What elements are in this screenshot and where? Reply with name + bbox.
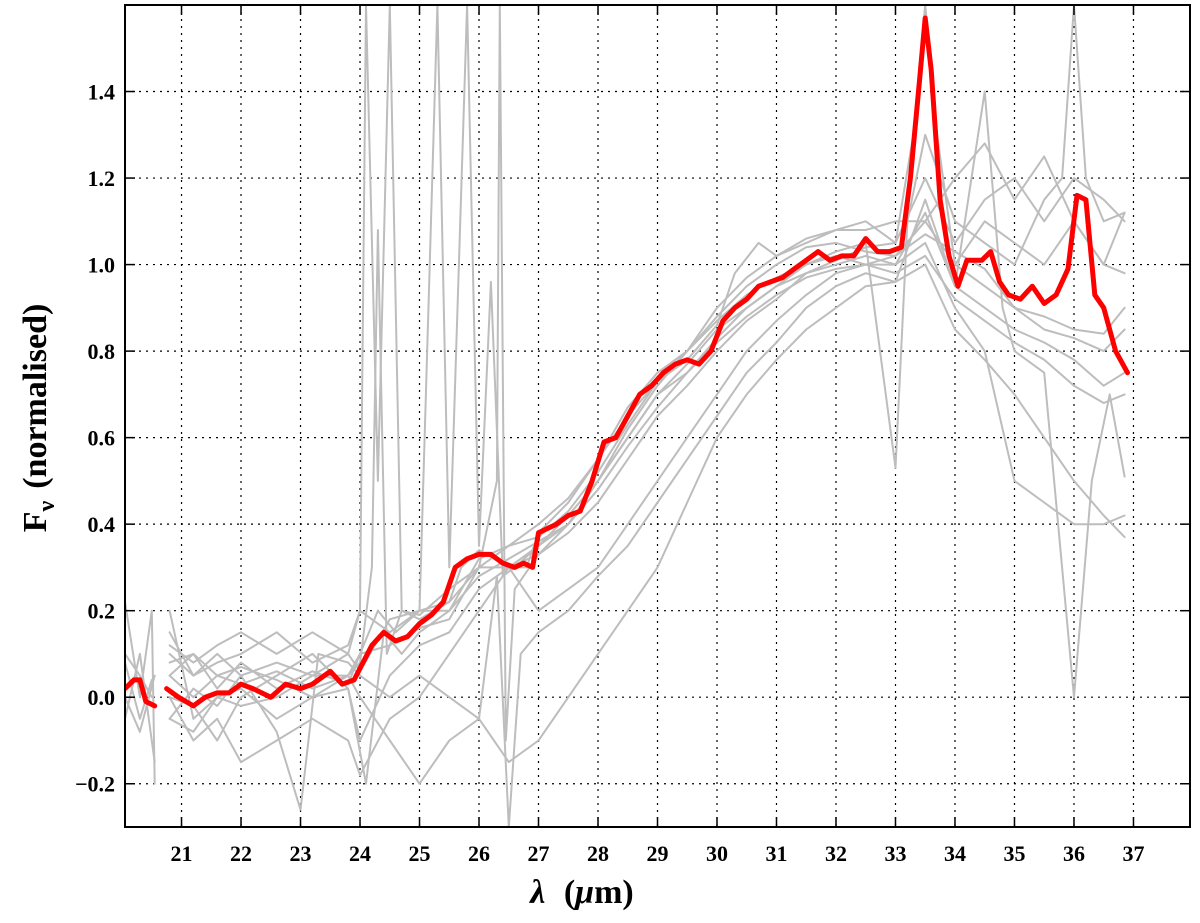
x-tick-label: 27 bbox=[528, 841, 550, 866]
y-tick-label: 1.4 bbox=[88, 80, 116, 105]
y-tick-label: 0.0 bbox=[88, 685, 116, 710]
x-tick-label: 34 bbox=[944, 841, 966, 866]
y-axis-symbol: F bbox=[17, 512, 54, 533]
x-tick-label: 37 bbox=[1122, 841, 1144, 866]
background-series-line bbox=[168, 263, 1126, 785]
x-tick-label: 35 bbox=[1003, 841, 1025, 866]
y-axis-title: Fν (normalised) bbox=[17, 304, 60, 533]
y-axis-subscript: ν bbox=[34, 501, 60, 513]
background-series-line bbox=[168, 5, 1126, 742]
y-axis-rest: (normalised) bbox=[17, 304, 54, 489]
background-series-line bbox=[125, 601, 156, 785]
highlight-series-line bbox=[125, 677, 158, 709]
background-series-line bbox=[168, 5, 1126, 677]
highlight-series-line bbox=[164, 15, 1130, 709]
x-tick-label: 36 bbox=[1063, 841, 1085, 866]
x-axis-unit-open: ( bbox=[564, 874, 575, 911]
series-group bbox=[125, 5, 1130, 827]
x-tick-label: 31 bbox=[765, 841, 787, 866]
y-tick-label: 0.6 bbox=[88, 426, 116, 451]
y-tick-label: 0.2 bbox=[88, 599, 116, 624]
background-series-line bbox=[168, 90, 1126, 827]
background-series-line bbox=[168, 233, 1126, 720]
x-axis-symbol: λ bbox=[528, 874, 545, 911]
x-axis-title: λ (μm) bbox=[528, 874, 634, 911]
background-series-line bbox=[168, 241, 1126, 777]
background-series-line bbox=[168, 5, 1126, 677]
background-series-line bbox=[168, 220, 1126, 699]
y-tick-label: 1.0 bbox=[88, 253, 116, 278]
x-tick-label: 24 bbox=[349, 841, 371, 866]
x-tick-label: 25 bbox=[409, 841, 431, 866]
x-tick-label: 30 bbox=[706, 841, 728, 866]
x-axis-unit-rest: m) bbox=[594, 874, 634, 911]
x-tick-label: 26 bbox=[468, 841, 490, 866]
x-tick-label: 33 bbox=[884, 841, 906, 866]
axis-ticks bbox=[125, 5, 1190, 827]
x-tick-label: 29 bbox=[647, 841, 669, 866]
x-tick-label: 21 bbox=[171, 841, 193, 866]
y-tick-label: −0.2 bbox=[75, 772, 115, 797]
y-tick-label: 0.8 bbox=[88, 339, 116, 364]
x-tick-label: 32 bbox=[825, 841, 847, 866]
x-tick-label: 23 bbox=[290, 841, 312, 866]
y-tick-label: 1.2 bbox=[88, 166, 116, 191]
x-axis-unit-mu: μ bbox=[573, 874, 594, 911]
tick-labels: 21 22 23 24 25 26 27 28 29 30 31 32 33 34 35 36 37 −0.2 0.… bbox=[75, 80, 1145, 866]
background-series-line bbox=[125, 674, 156, 733]
background-series-line bbox=[125, 652, 153, 699]
grid-lines bbox=[125, 5, 1190, 827]
y-tick-label: 0.4 bbox=[88, 512, 116, 537]
x-tick-label: 28 bbox=[587, 841, 609, 866]
x-tick-label: 22 bbox=[230, 841, 252, 866]
background-series-line bbox=[168, 142, 1126, 673]
